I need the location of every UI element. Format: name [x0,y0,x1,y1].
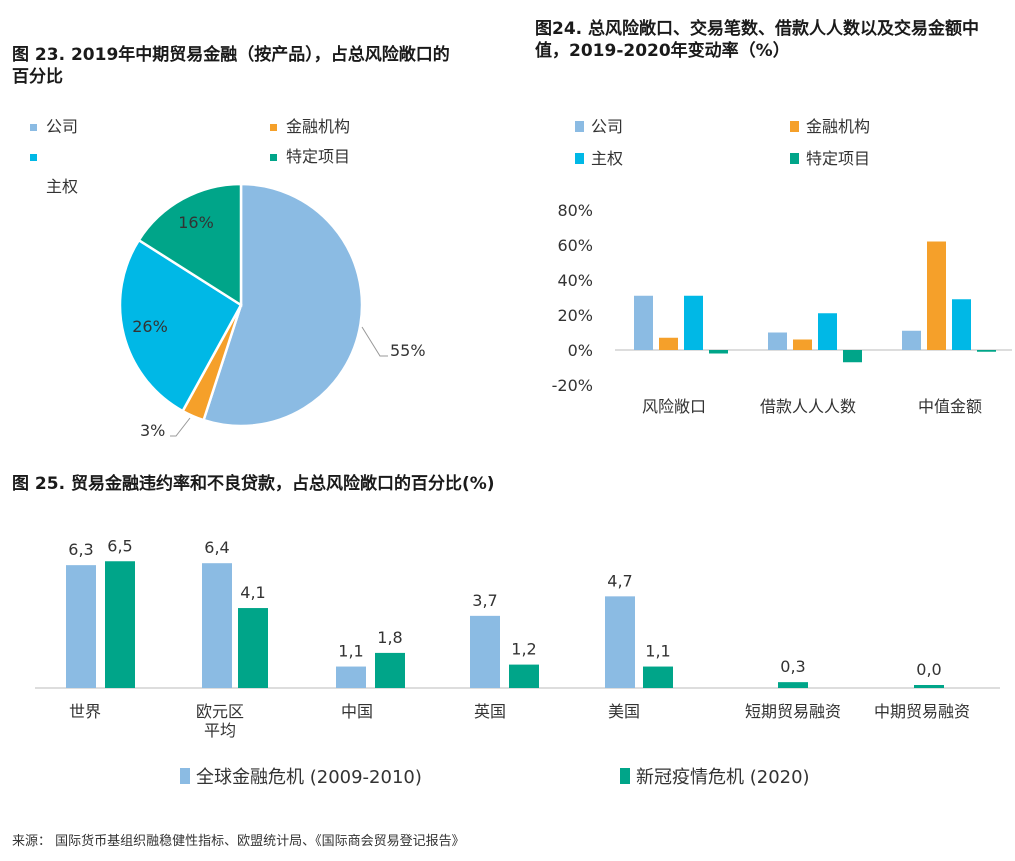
bar24-bar [902,330,921,350]
bar-chart-title: 图24. 总风险敞口、交易笔数、借款人人数以及交易金额中值，2019-2020年… [535,19,980,61]
pie-legend-label: 金融机构 [286,117,350,136]
bar24-bar [952,299,971,350]
bar25-bar [914,685,944,688]
bar25-data-label: 1,2 [511,640,536,659]
bar24-bar [818,313,837,350]
bar24-bar [977,350,996,352]
bar25-category-label: 平均 [204,721,236,740]
bar24-legend-label: 金融机构 [806,117,870,136]
bar25-bar [643,666,673,688]
bar24-legend-swatch [790,153,799,164]
bar25-data-label: 0,0 [916,660,941,679]
bar24-bar [709,350,728,354]
bar24-legend-swatch [575,153,584,164]
bar25-bar [105,561,135,688]
pie-leader-line [170,417,191,437]
bar24-ytick-label: 60% [557,236,593,255]
pie-legend-swatch [270,154,277,161]
bar24-legend-swatch [575,121,584,132]
pie-legend-swatch [30,124,37,131]
bar24-legend-label: 公司 [591,117,623,136]
bar24-bar [927,241,946,350]
pie-legend-label: 特定项目 [286,147,350,166]
bar24-category-label: 风险敞口 [642,397,706,416]
bar24-legend-label: 主权 [591,149,623,168]
bar25-bar [470,615,500,688]
bar25-bar [605,596,635,688]
bar25-bar [509,664,539,688]
bar25-data-label: 1,8 [377,628,402,647]
bar25-bar [66,565,96,688]
pie-slice-label: 16% [178,213,214,232]
bar25-category-label: 美国 [608,702,640,721]
pie-slice-label: 26% [132,317,168,336]
bar25-data-label: 3,7 [472,591,497,610]
bar25-bar [202,563,232,688]
bar24-ytick-label: -20% [552,376,593,395]
pie-legend-swatch [270,124,277,131]
bar25-legend-swatch [180,768,190,784]
bar25-bar [336,666,366,688]
bar24-ytick-label: 20% [557,306,593,325]
bar24-category-label: 中值金额 [918,397,982,416]
bar24-bar [684,295,703,350]
bar24-ytick-label: 0% [568,341,593,360]
bar25-category-label: 世界 [69,702,101,721]
bar24-bar [843,350,862,363]
bar24-legend-swatch [790,121,799,132]
pie-chart-title: 图 23. 2019年中期贸易金融（按产品），占总风险敞口的百分比 [12,45,450,87]
bar24-ytick-label: 40% [557,271,593,290]
bar24-bar [793,339,812,350]
pie-slice [118,238,243,413]
bar25-legend-label: 新冠疫情危机 (2020) [636,767,810,788]
bar25-data-label: 1,1 [645,642,670,661]
bar25-bar [238,608,268,688]
pie-legend-label: 公司 [46,117,78,136]
bar25-legend-swatch [620,768,630,784]
bar25-data-label: 4,7 [607,571,632,590]
bar25-data-label: 6,3 [68,540,93,559]
source-note: 来源： 国际货币基组织融稳健性指标、欧盟统计局、《国际商会贸易登记报告》 [12,834,465,849]
bar24-ytick-label: 80% [557,201,593,220]
default-chart-title: 图 25. 贸易金融违约率和不良贷款，占总风险敞口的百分比(%) [12,474,495,494]
bar24-bar [659,337,678,350]
pie-slice [137,182,243,308]
pie-leader-line [361,326,388,357]
bar24-bar [768,332,787,350]
bar25-data-label: 0,3 [780,657,805,676]
bar25-category-label: 英国 [474,702,506,721]
bar25-category-label: 中国 [341,702,373,721]
bar25-data-label: 6,4 [204,538,229,557]
bar24-bar [634,295,653,350]
bar25-bar [375,652,405,688]
bar25-data-label: 1,1 [338,642,363,661]
pie-legend-swatch [30,154,37,161]
bar25-data-label: 4,1 [240,583,265,602]
pie-slice-label: 55% [390,341,426,360]
bar25-data-label: 6,5 [107,536,132,555]
bar25-legend-label: 全球金融危机 (2009-2010) [196,767,422,788]
bar24-legend-label: 特定项目 [806,149,870,168]
pie-slice-label: 3% [140,421,165,440]
bar25-bar [778,682,808,688]
bar24-category-label: 借款人人人数 [760,397,856,416]
pie-legend-label: 主权 [46,177,78,196]
bar25-category-label: 中期贸易融资 [874,702,970,721]
bar25-category-label: 欧元区 [196,702,244,721]
bar25-category-label: 短期贸易融资 [745,702,841,721]
pie-slice [202,182,364,428]
